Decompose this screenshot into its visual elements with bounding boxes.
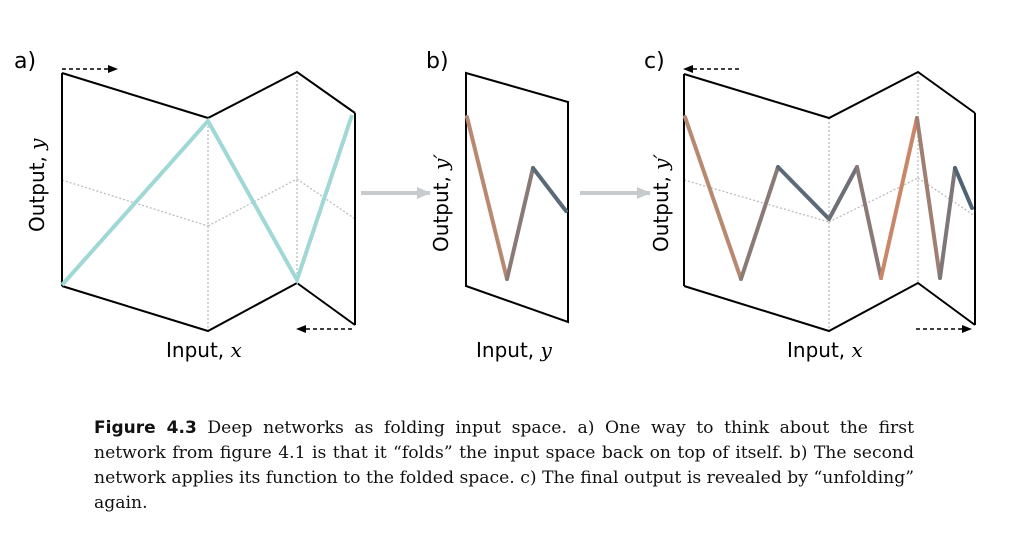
panel-c-y-axis-label: Output, y′ <box>649 154 673 252</box>
figure-caption: Figure 4.3 Deep networks as folding inpu… <box>94 416 914 516</box>
panel-b-y-axis-label: Output, y′ <box>429 154 453 252</box>
caption-text: Deep networks as folding input space. a)… <box>94 418 914 513</box>
panel-c-label: c) <box>644 49 665 74</box>
folding-diagram: a) Input, x Output, y b) <box>14 49 976 362</box>
figure-number: Figure 4.3 <box>94 418 197 438</box>
panel-b-x-axis-label: Input, y <box>476 338 553 362</box>
panel-a-sheet-top-edge <box>61 70 356 120</box>
panel-b-function-curve <box>465 115 568 281</box>
panel-a-label: a) <box>14 49 36 74</box>
panel-c-dotted-guides <box>683 72 976 330</box>
panel-c-sheet-bottom-edge <box>683 281 976 333</box>
panel-a-x-axis-label: Input, x <box>166 338 242 362</box>
panel-c-sheet-top-edge <box>683 70 976 120</box>
panel-b: b) Input, y Output, y′ <box>426 49 569 362</box>
panel-a-function-curve <box>60 114 354 287</box>
panel-c-x-axis-label: Input, x <box>787 338 863 362</box>
panel-a-y-axis-label: Output, y <box>25 138 49 232</box>
panel-a-dotted-guides <box>61 72 356 330</box>
panel-a-sheet-bottom-edge <box>61 281 356 333</box>
panel-b-label: b) <box>426 49 449 74</box>
panel-c-function-curve <box>683 115 974 281</box>
panel-b-sheet <box>465 71 569 324</box>
panel-a: a) Input, x Output, y <box>14 49 356 362</box>
panel-c: c) Input, x O <box>644 49 976 362</box>
